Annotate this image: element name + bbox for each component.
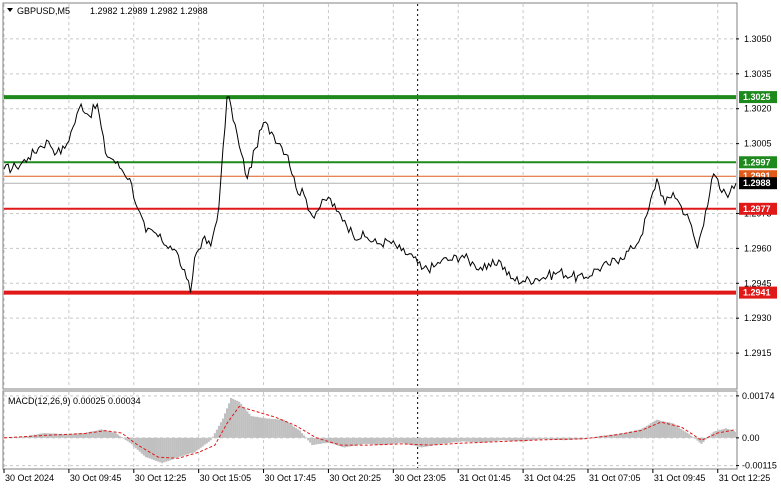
time-tick-label: 30 Oct 20:25 <box>329 473 381 483</box>
time-tick-label: 31 Oct 01:45 <box>459 473 511 483</box>
price-tick-label: 1.2930 <box>744 313 772 323</box>
macd-signal-line <box>3 405 737 459</box>
price-tick-label: 1.2915 <box>744 348 772 358</box>
dropdown-triangle-icon[interactable] <box>7 8 13 12</box>
price-tick-label: 1.3005 <box>744 139 772 149</box>
macd-axis[interactable]: 0.00174 0.00 -0.00115 <box>736 391 777 471</box>
time-tick-label: 31 Oct 09:45 <box>654 473 706 483</box>
time-tick-label: 30 Oct 15:05 <box>200 473 252 483</box>
macd-histogram <box>4 398 738 464</box>
symbol-label: GBPUSD,M5 <box>17 6 70 16</box>
price-grid <box>3 4 736 388</box>
macd-tick-label: 0.00174 <box>742 391 775 401</box>
macd-tick-label: 0.00 <box>742 433 760 443</box>
price-tick-label: 1.3020 <box>744 104 772 114</box>
level-tag: 1.2997 <box>743 157 771 167</box>
macd-panel-frame <box>2 390 738 470</box>
time-tick-label: 31 Oct 07:05 <box>589 473 641 483</box>
level-tag: 1.2991 <box>743 171 771 181</box>
level-tags: 1.3025 1.2997 1.2991 1.2977 1.2941 1.2988 <box>739 91 777 299</box>
time-tick-label: 31 Oct 04:25 <box>524 473 576 483</box>
price-panel-frame <box>2 2 738 390</box>
level-tag: 1.3025 <box>743 92 771 102</box>
time-tick-label: 31 Oct 12:25 <box>719 473 771 483</box>
price-tick-label: 1.2945 <box>744 278 772 288</box>
macd-signal-polyline <box>3 405 737 459</box>
time-axis[interactable]: 30 Oct 2024 30 Oct 09:45 30 Oct 12:25 30 Oc… <box>3 469 771 483</box>
macd-indicator-label: MACD(12,26,9) 0.00025 0.00034 <box>8 396 141 406</box>
level-tag-bg <box>739 91 777 104</box>
level-tag: 1.2941 <box>743 288 771 298</box>
ohlc-values: 1.2982 1.2989 1.2982 1.2988 <box>90 6 208 16</box>
time-tick-label: 30 Oct 23:05 <box>394 473 446 483</box>
macd-tick-label: -0.00115 <box>742 461 777 471</box>
price-tick-label: 1.2960 <box>744 243 772 253</box>
level-tag-bg <box>739 286 777 299</box>
price-series <box>3 96 737 293</box>
current-price-tag: 1.2988 <box>743 178 771 188</box>
time-tick-label: 30 Oct 17:45 <box>265 473 317 483</box>
time-tick-label: 30 Oct 2024 <box>5 473 54 483</box>
time-tick-label: 30 Oct 12:25 <box>135 473 187 483</box>
level-tag-bg <box>739 156 777 169</box>
current-price-tag-bg <box>739 177 777 190</box>
price-tick-label: 1.3035 <box>744 69 772 79</box>
level-tag-bg <box>739 202 777 215</box>
price-tick-label: 1.3050 <box>744 34 772 44</box>
support-resistance-levels <box>4 95 736 295</box>
price-polyline <box>3 96 737 293</box>
time-tick-label: 30 Oct 09:45 <box>70 473 122 483</box>
level-tag: 1.2977 <box>743 204 771 214</box>
